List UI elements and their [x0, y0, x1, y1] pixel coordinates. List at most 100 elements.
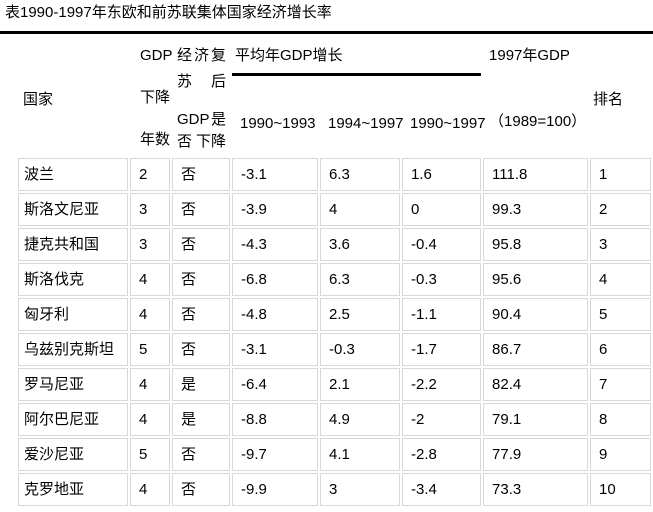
table-header: 国家 GDP 下降 年数 经 济 复 苏 后 — [18, 36, 651, 156]
cell-gdp-declined-after-recovery: 否 — [172, 333, 230, 366]
col-header-rank: 排名 — [593, 91, 624, 108]
cell-gdp-1997-index: 95.6 — [483, 263, 589, 296]
cell-avg-growth-1990-1997: -0.4 — [402, 228, 482, 261]
economic-growth-table: 国家 GDP 下降 年数 经 济 复 苏 后 — [16, 34, 653, 508]
table-row: 波兰 2 否 -3.1 6.3 1.6 111.8 1 — [18, 158, 652, 191]
cell-avg-growth-1990-1993: -6.8 — [232, 263, 318, 296]
cell-gdp-1997-index: 95.8 — [483, 228, 589, 261]
col-header-1997-gdp: 1997年GDP （1989=100） — [483, 36, 588, 156]
cell-gdp-1997-index: 73.3 — [483, 473, 589, 506]
cell-gdp-decline-years: 4 — [130, 263, 170, 296]
header-row-1: 国家 GDP 下降 年数 经 济 复 苏 后 — [18, 36, 651, 150]
cell-country: 波兰 — [18, 158, 128, 191]
table-row: 罗马尼亚 4 是 -6.4 2.1 -2.2 82.4 7 — [18, 368, 652, 401]
cell-gdp-decline-years: 4 — [130, 368, 170, 401]
cell-avg-growth-1994-1997: 3 — [320, 473, 400, 506]
recovery-char: 后 — [210, 73, 226, 90]
col-header-gdp-decline-line1: GDP — [140, 47, 173, 64]
cell-avg-growth-1990-1993: -4.8 — [232, 298, 318, 331]
cell-country: 匈牙利 — [18, 298, 128, 331]
title-rule — [0, 31, 653, 34]
cell-gdp-decline-years: 3 — [130, 193, 170, 226]
cell-avg-growth-1994-1997: 2.1 — [320, 368, 400, 401]
cell-country: 爱沙尼亚 — [18, 438, 128, 471]
cell-gdp-declined-after-recovery: 是 — [172, 403, 230, 436]
cell-rank: 5 — [590, 298, 652, 331]
cell-country: 斯洛文尼亚 — [18, 193, 128, 226]
cell-rank: 7 — [590, 368, 652, 401]
cell-avg-growth-1990-1993: -4.3 — [232, 228, 318, 261]
col-group-avg-gdp-growth: 平均年GDP增长 — [232, 36, 482, 76]
col-header-gdp-declined-after-recovery: 经 济 复 苏 后 GDP 是 否 下降 — [172, 36, 230, 156]
cell-avg-growth-1990-1993: -9.9 — [232, 473, 318, 506]
cell-rank: 8 — [590, 403, 652, 436]
cell-gdp-1997-index: 111.8 — [483, 158, 589, 191]
col-header-gdp-decline-years: GDP 下降 年数 — [130, 36, 173, 156]
cell-gdp-1997-index: 79.1 — [483, 403, 589, 436]
col-header-country-label: 国家 — [23, 91, 54, 108]
cell-gdp-1997-index: 90.4 — [483, 298, 589, 331]
recovery-header-line3: GDP 是 — [177, 110, 226, 130]
cell-avg-growth-1994-1997: 4.1 — [320, 438, 400, 471]
cell-avg-growth-1990-1997: -2.2 — [402, 368, 482, 401]
recovery-char: 是 — [210, 111, 226, 128]
cell-gdp-decline-years: 3 — [130, 228, 170, 261]
col-header-period-1990-1993: 1990~1993 — [240, 115, 316, 132]
recovery-char: 下降 — [195, 133, 226, 150]
cell-gdp-declined-after-recovery: 否 — [172, 438, 230, 471]
table-title: 表1990-1997年东欧和前苏联集体国家经济增长率 — [5, 4, 332, 21]
recovery-char: 复 — [210, 47, 226, 64]
cell-gdp-1997-index: 77.9 — [483, 438, 589, 471]
cell-avg-growth-1990-1993: -6.4 — [232, 368, 318, 401]
cell-avg-growth-1994-1997: 2.5 — [320, 298, 400, 331]
recovery-char: GDP — [177, 111, 210, 128]
recovery-header-line4: 否 下降 — [177, 132, 226, 152]
table-row: 阿尔巴尼亚 4 是 -8.8 4.9 -2 79.1 8 — [18, 403, 652, 436]
cell-rank: 2 — [590, 193, 652, 226]
table-row: 匈牙利 4 否 -4.8 2.5 -1.1 90.4 5 — [18, 298, 652, 331]
cell-country: 捷克共和国 — [18, 228, 128, 261]
cell-gdp-decline-years: 5 — [130, 438, 170, 471]
recovery-char: 苏 — [177, 73, 193, 90]
cell-gdp-1997-index: 99.3 — [483, 193, 589, 226]
cell-avg-growth-1990-1997: -0.3 — [402, 263, 482, 296]
cell-avg-growth-1990-1997: -2 — [402, 403, 482, 436]
recovery-header-line1: 经 济 复 — [177, 46, 226, 66]
cell-gdp-decline-years: 5 — [130, 333, 170, 366]
cell-gdp-1997-index: 82.4 — [483, 368, 589, 401]
recovery-header-line2: 苏 后 — [177, 72, 226, 92]
cell-gdp-decline-years: 4 — [130, 298, 170, 331]
cell-rank: 4 — [590, 263, 652, 296]
recovery-char: 否 — [177, 133, 193, 150]
col-header-gdp-decline-line2: 下降 — [140, 89, 171, 106]
cell-rank: 6 — [590, 333, 652, 366]
cell-avg-growth-1994-1997: 4.9 — [320, 403, 400, 436]
cell-gdp-declined-after-recovery: 否 — [172, 193, 230, 226]
cell-avg-growth-1990-1997: -3.4 — [402, 473, 482, 506]
cell-gdp-declined-after-recovery: 否 — [172, 158, 230, 191]
col-header-country: 国家 — [18, 36, 128, 156]
cell-avg-growth-1990-1993: -3.1 — [232, 158, 318, 191]
cell-gdp-declined-after-recovery: 否 — [172, 263, 230, 296]
recovery-char: 济 — [193, 47, 209, 64]
table-body: 波兰 2 否 -3.1 6.3 1.6 111.8 1 斯洛文尼亚 3 否 -3.9 4 0 99.3 2 捷克… — [18, 158, 652, 506]
cell-avg-growth-1990-1993: -8.8 — [232, 403, 318, 436]
cell-avg-growth-1994-1997: 6.3 — [320, 158, 400, 191]
table-row: 捷克共和国 3 否 -4.3 3.6 -0.4 95.8 3 — [18, 228, 652, 261]
col-header-gdp-decline-line3: 年数 — [140, 131, 171, 148]
cell-gdp-declined-after-recovery: 否 — [172, 228, 230, 261]
cell-avg-growth-1990-1993: -3.9 — [232, 193, 318, 226]
cell-avg-growth-1990-1997: 0 — [402, 193, 482, 226]
table-row: 斯洛文尼亚 3 否 -3.9 4 0 99.3 2 — [18, 193, 652, 226]
cell-avg-growth-1990-1993: -3.1 — [232, 333, 318, 366]
cell-country: 阿尔巴尼亚 — [18, 403, 128, 436]
cell-rank: 3 — [590, 228, 652, 261]
cell-avg-growth-1990-1997: -1.7 — [402, 333, 482, 366]
col-header-1997-gdp-title: 1997年GDP — [489, 47, 570, 64]
table-row: 斯洛伐克 4 否 -6.8 6.3 -0.3 95.6 4 — [18, 263, 652, 296]
cell-gdp-decline-years: 2 — [130, 158, 170, 191]
cell-rank: 10 — [590, 473, 652, 506]
table-row: 克罗地亚 4 否 -9.9 3 -3.4 73.3 10 — [18, 473, 652, 506]
cell-gdp-declined-after-recovery: 是 — [172, 368, 230, 401]
col-group-avg-gdp-growth-label: 平均年GDP增长 — [235, 47, 343, 64]
